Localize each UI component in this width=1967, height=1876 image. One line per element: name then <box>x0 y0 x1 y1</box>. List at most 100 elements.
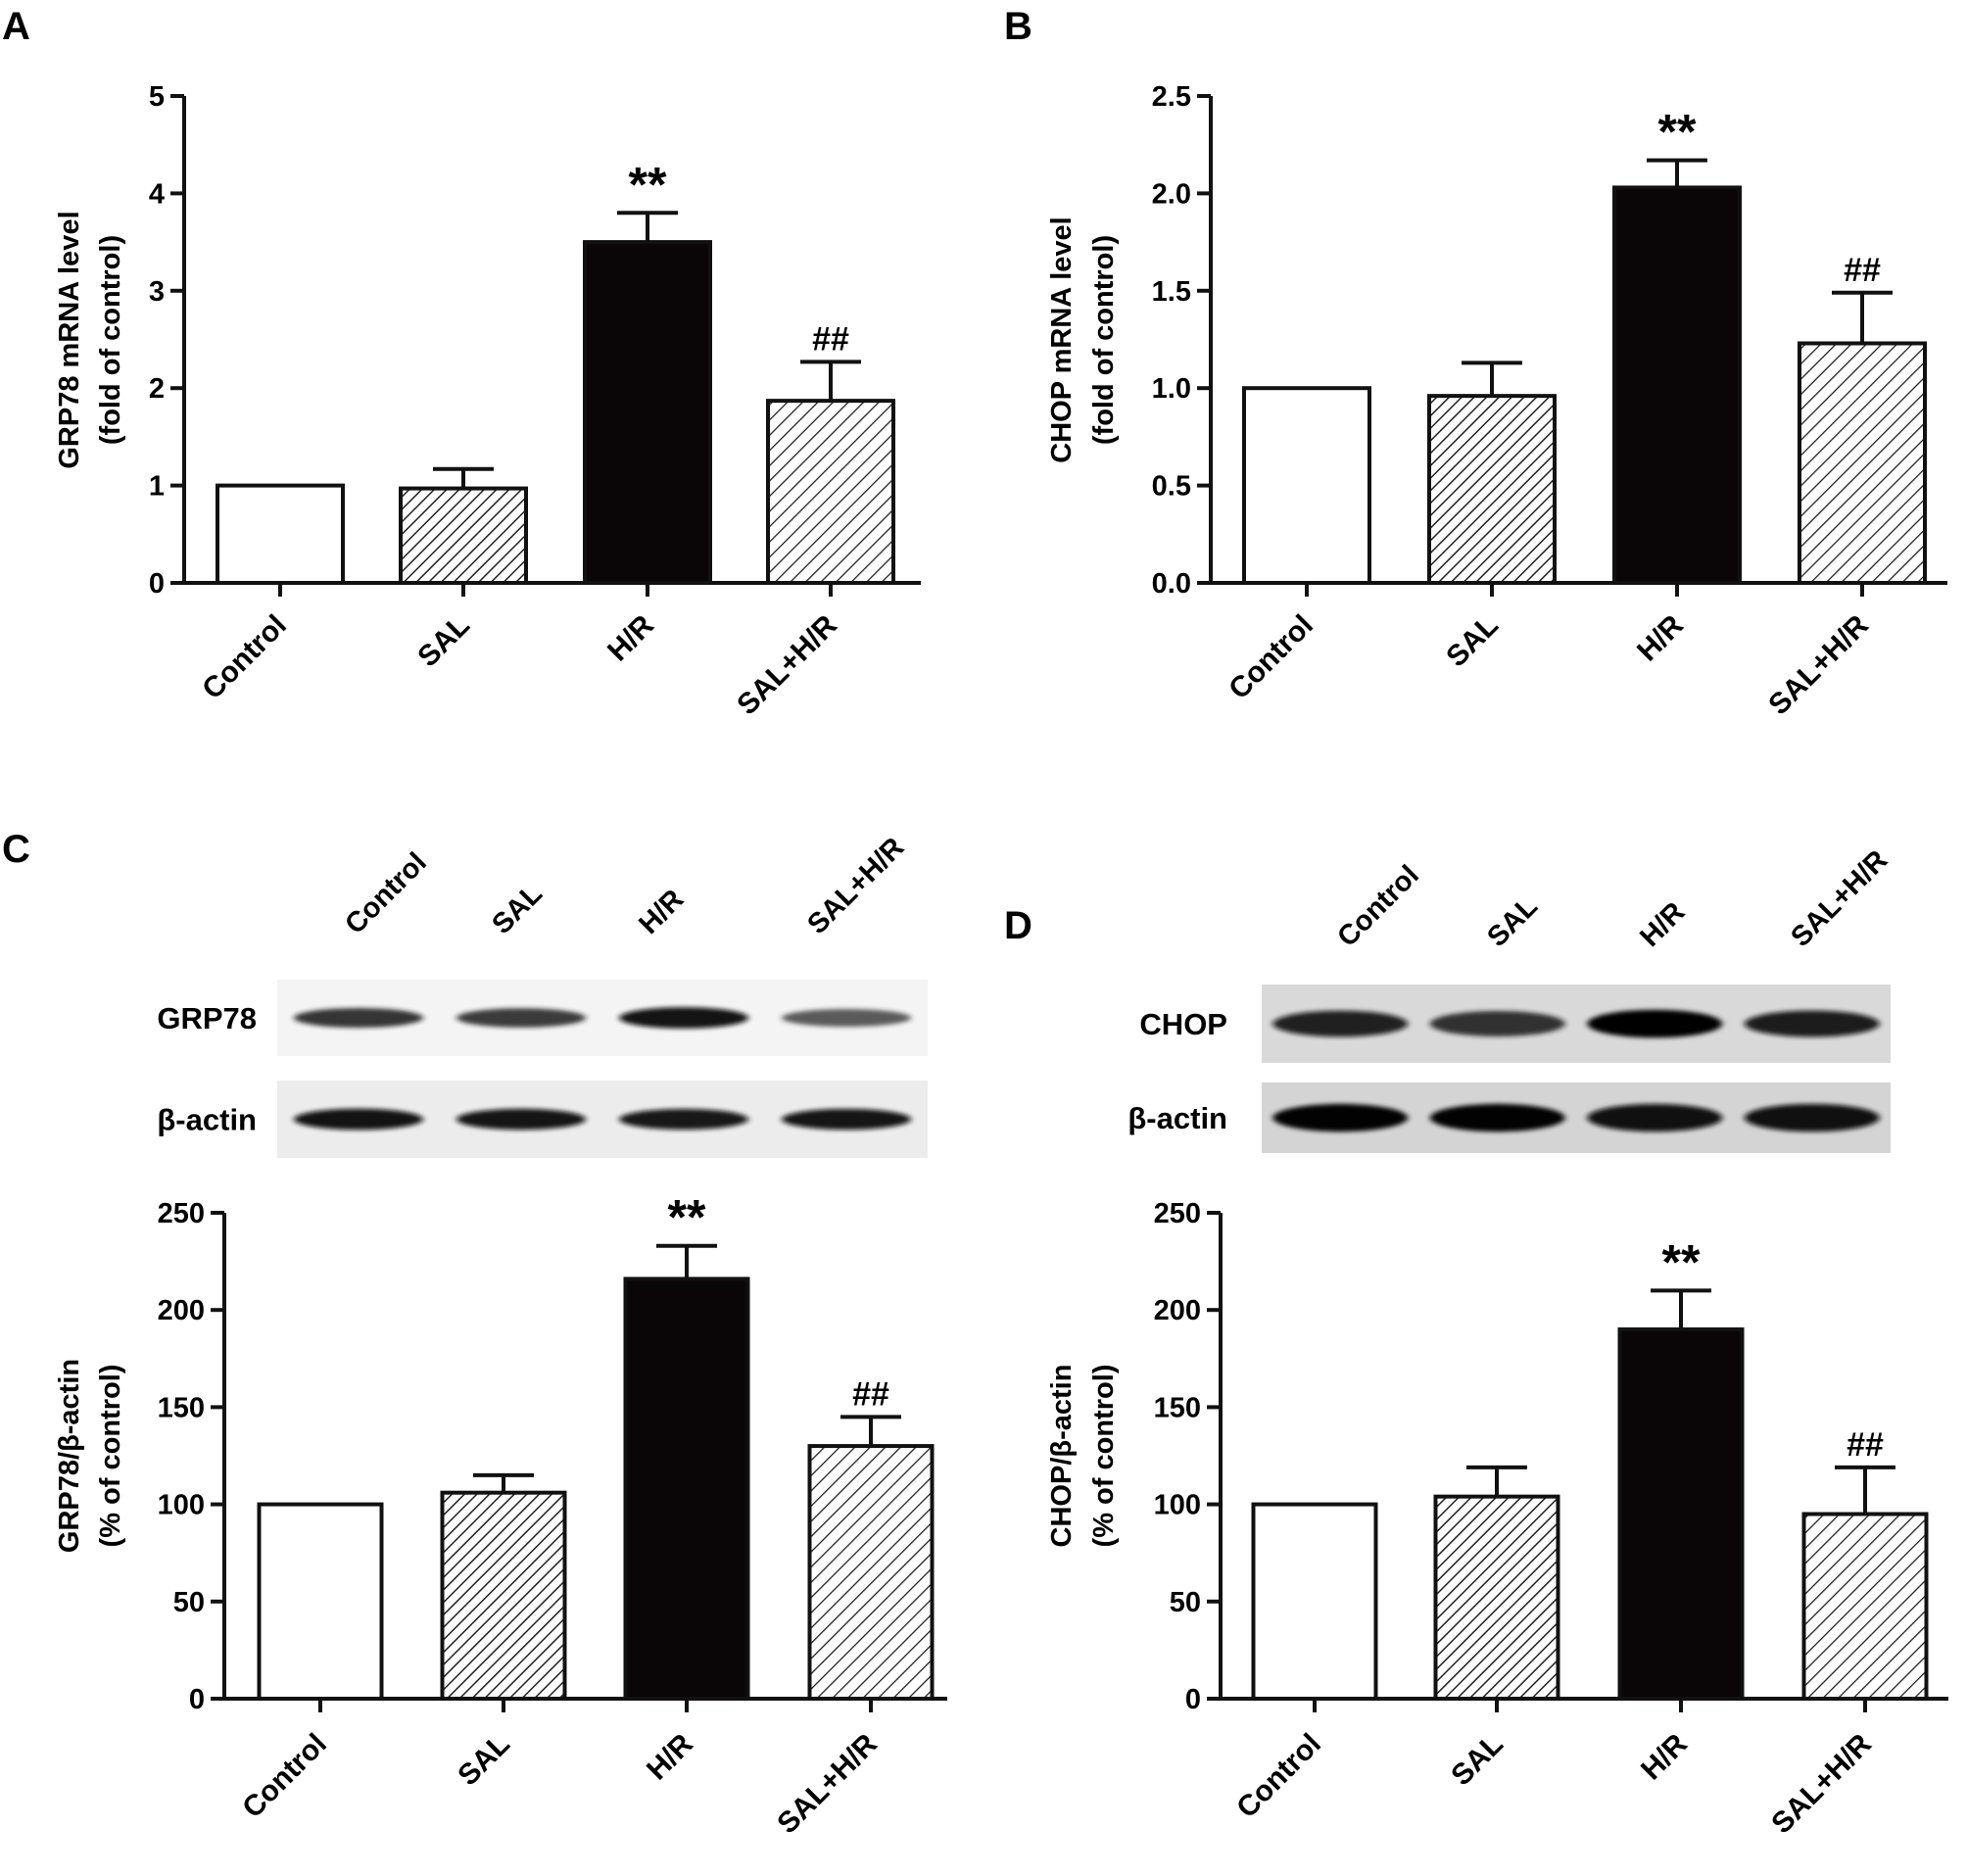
blot-band <box>1272 1103 1409 1132</box>
bar-sal-h-r <box>766 399 895 586</box>
y-axis-title: CHOP/β-actin <box>1046 1365 1078 1548</box>
y-axis-title: GRP78 mRNA level <box>54 211 85 468</box>
x-category-label: SAL <box>1445 1728 1510 1793</box>
blot-strip <box>1262 1082 1891 1153</box>
bar-sal-h-r <box>1798 341 1927 586</box>
x-category-label: H/R <box>641 1727 699 1786</box>
y-tick-label: 50 <box>173 1587 205 1618</box>
y-axis-title: CHOP mRNA level <box>1046 216 1078 462</box>
y-tick-label: 2 <box>149 373 165 405</box>
significance-hashes: ## <box>852 1375 889 1413</box>
blot-band <box>1587 1009 1723 1038</box>
western-blot-c: Control SAL H/R SAL+H/R GRP78 β-actin <box>157 832 928 1158</box>
chart-d: 0 50 100 150 200 250 CHOP/β-actin (% of control… <box>1046 1198 1948 1840</box>
panel-label-c: C <box>2 828 30 871</box>
y-tick-label: 200 <box>158 1295 205 1326</box>
x-category-label: H/R <box>1631 608 1690 667</box>
x-category-label: SAL+H/R <box>771 1727 884 1840</box>
significance-stars: ** <box>668 1190 706 1245</box>
bar-sal <box>399 486 528 585</box>
blot-band <box>456 1108 586 1130</box>
bar-control <box>1242 386 1371 586</box>
blot-lane-label: SAL+H/R <box>801 832 910 940</box>
western-blot-d: Control SAL H/R SAL+H/R CHOP β-actin <box>1127 844 1894 1153</box>
bar-h-r <box>583 240 712 585</box>
blot-band <box>1744 1010 1880 1037</box>
blot-row-label: β-actin <box>1127 1101 1227 1135</box>
blot-band <box>1272 1010 1409 1037</box>
bar-h-r <box>1617 1327 1745 1702</box>
blot-lane-label: H/R <box>633 884 690 940</box>
y-tick-label: 2.0 <box>1152 178 1191 210</box>
y-tick-label: 0 <box>1185 1684 1201 1715</box>
blot-strip <box>277 1081 928 1158</box>
y-tick-label: 150 <box>158 1392 205 1423</box>
significance-hashes: ## <box>1844 252 1881 289</box>
x-category-label: H/R <box>1635 1727 1694 1786</box>
blot-band <box>619 1108 748 1130</box>
blot-lane-label: Control <box>1331 859 1425 953</box>
blot-band <box>619 1007 748 1029</box>
y-tick-label: 200 <box>1154 1295 1201 1326</box>
blot-row-label: β-actin <box>157 1103 257 1137</box>
y-axis-title: GRP78/β-actin <box>54 1359 85 1553</box>
x-category-label: SAL <box>452 1728 516 1793</box>
y-tick-label: 250 <box>158 1198 205 1229</box>
blot-lane-label: SAL+H/R <box>1785 844 1894 953</box>
x-category-label: SAL <box>411 609 476 674</box>
y-tick-label: 100 <box>1154 1490 1201 1521</box>
chart-c: 0 50 100 150 200 250 GRP78/β-actin (% of contro… <box>54 1190 947 1840</box>
y-axis-subtitle: (% of control) <box>1088 1365 1120 1548</box>
y-tick-label: 0 <box>189 1684 205 1715</box>
blot-lane-label: Control <box>339 846 433 940</box>
y-axis-subtitle: (fold of control) <box>95 235 126 445</box>
y-tick-label: 5 <box>149 81 165 113</box>
blot-band <box>1744 1103 1880 1132</box>
blot-band <box>1587 1103 1723 1132</box>
y-tick-label: 250 <box>1154 1198 1201 1229</box>
y-tick-label: 1 <box>149 471 165 503</box>
y-tick-label: 0.0 <box>1152 568 1191 600</box>
y-tick-label: 100 <box>158 1490 205 1521</box>
x-category-label: SAL <box>1440 609 1505 674</box>
bar-h-r <box>1612 185 1742 585</box>
y-tick-label: 0 <box>149 568 165 600</box>
blot-strip <box>1262 985 1891 1063</box>
x-category-label: Control <box>1223 609 1319 706</box>
x-category-label: SAL+H/R <box>1765 1727 1878 1840</box>
bar-sal-h-r <box>807 1444 935 1701</box>
y-tick-label: 4 <box>149 178 165 210</box>
bar-sal <box>1427 394 1557 586</box>
bar-sal <box>440 1490 567 1702</box>
x-category-label: Control <box>1230 1728 1327 1825</box>
x-category-label: SAL+H/R <box>731 608 843 721</box>
blot-band <box>1429 1011 1565 1036</box>
significance-hashes: ## <box>812 320 849 358</box>
blot-band <box>294 1008 423 1028</box>
significance-hashes: ## <box>1847 1426 1884 1464</box>
chart-a: 0 1 2 3 4 5 GRP78 mRNA level (fold of control) C… <box>54 81 921 721</box>
x-category-label: H/R <box>601 608 660 667</box>
y-tick-label: 50 <box>1170 1587 1201 1618</box>
y-tick-label: 1.0 <box>1152 373 1191 405</box>
blot-band <box>1429 1103 1565 1132</box>
significance-stars: ** <box>1658 105 1697 160</box>
panel-label-a: A <box>2 5 30 48</box>
bar-h-r <box>623 1276 750 1702</box>
blot-row-label: CHOP <box>1139 1007 1227 1041</box>
blot-band <box>456 1008 586 1028</box>
significance-stars: ** <box>629 157 667 212</box>
y-tick-label: 3 <box>149 276 165 308</box>
bar-sal-h-r <box>1801 1512 1929 1702</box>
x-category-label: SAL+H/R <box>1762 608 1875 721</box>
y-tick-label: 0.5 <box>1152 471 1191 503</box>
bar-control <box>257 1502 384 1701</box>
bar-control <box>216 483 345 586</box>
blot-row-label: GRP78 <box>157 1001 257 1035</box>
blot-band <box>294 1108 423 1130</box>
blot-strip <box>277 980 928 1056</box>
x-category-label: Control <box>196 609 293 706</box>
y-tick-label: 2.5 <box>1152 81 1191 113</box>
bar-sal <box>1433 1494 1560 1701</box>
